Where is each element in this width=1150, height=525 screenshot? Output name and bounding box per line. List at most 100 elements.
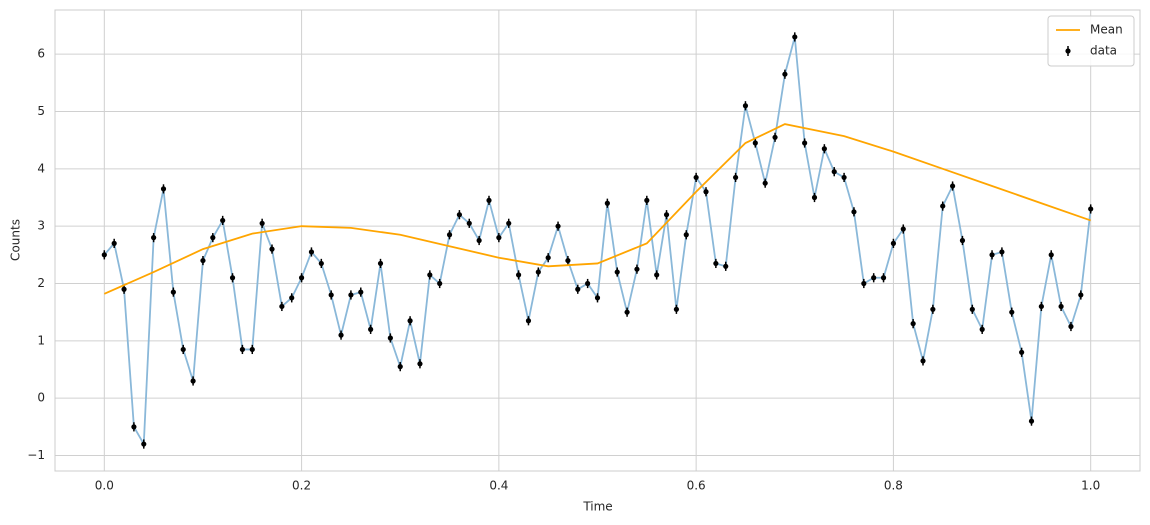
data-point xyxy=(1048,252,1054,258)
data-point xyxy=(229,275,236,281)
data-point xyxy=(476,237,482,244)
y-axis-label: Counts xyxy=(9,219,23,261)
data-point xyxy=(959,237,966,244)
data-point xyxy=(792,34,798,40)
data-point xyxy=(496,235,502,241)
data-point xyxy=(200,257,206,264)
data-point xyxy=(693,174,699,181)
y-tick-label: 3 xyxy=(37,219,45,233)
data-point xyxy=(900,226,906,232)
data-point xyxy=(220,217,226,224)
data-point xyxy=(762,180,768,186)
data-point xyxy=(624,309,630,315)
data-point xyxy=(180,346,186,353)
data-point xyxy=(940,203,946,209)
y-tick-label: −1 xyxy=(27,448,45,462)
data-point xyxy=(101,252,107,258)
data-point xyxy=(732,174,739,181)
data-point xyxy=(831,169,837,175)
data-point xyxy=(555,223,561,229)
x-tick-label: 0.2 xyxy=(292,479,311,493)
data-point xyxy=(1058,303,1064,310)
data-point xyxy=(151,235,157,241)
data-point xyxy=(239,346,246,353)
data-point xyxy=(811,194,818,201)
data-point xyxy=(594,295,601,301)
data-point xyxy=(377,260,384,267)
data-point xyxy=(871,275,877,281)
data-point xyxy=(565,257,571,264)
legend-label: data xyxy=(1090,44,1117,58)
data-point xyxy=(387,335,393,341)
data-point xyxy=(910,321,916,327)
data-point xyxy=(723,263,729,269)
data-point xyxy=(703,189,709,195)
data-point xyxy=(999,249,1005,255)
data-point xyxy=(427,272,433,278)
data-point xyxy=(279,303,285,310)
legend-label: Mean xyxy=(1090,23,1123,37)
data-point xyxy=(515,272,522,278)
data-point xyxy=(782,71,788,77)
y-tick-label: 0 xyxy=(37,391,45,405)
x-axis-label: Time xyxy=(582,500,612,514)
data-point xyxy=(160,186,167,192)
data-point xyxy=(663,212,670,218)
data-point xyxy=(1009,309,1015,315)
x-tick-label: 0.6 xyxy=(687,479,706,493)
data-point xyxy=(289,295,295,301)
x-tick-label: 0.0 xyxy=(95,479,114,493)
data-point xyxy=(407,318,413,324)
data-point xyxy=(575,286,581,292)
y-tick-label: 1 xyxy=(37,333,45,347)
data-point xyxy=(614,269,620,275)
data-point xyxy=(654,272,660,278)
data-point xyxy=(969,306,975,312)
data-point xyxy=(634,266,640,272)
data-point xyxy=(308,249,315,255)
legend-swatch xyxy=(1065,48,1071,54)
data-point xyxy=(525,318,532,324)
data-point xyxy=(486,197,492,203)
data-point xyxy=(1019,349,1025,355)
data-point xyxy=(545,255,551,261)
data-point xyxy=(338,332,344,338)
data-point xyxy=(1068,323,1074,330)
data-point xyxy=(821,146,827,152)
data-point xyxy=(802,140,808,146)
data-point xyxy=(1038,303,1044,310)
data-point xyxy=(930,306,936,312)
y-tick-label: 5 xyxy=(37,104,45,118)
plot-frame xyxy=(54,9,1141,472)
data-point xyxy=(190,378,196,384)
y-tick-label: 4 xyxy=(37,161,45,175)
x-tick-label: 0.4 xyxy=(489,479,508,493)
x-tick-label: 1.0 xyxy=(1081,479,1100,493)
data-point xyxy=(298,275,305,281)
data-point xyxy=(841,174,847,181)
data-point xyxy=(920,358,926,364)
y-tick-label: 6 xyxy=(37,47,45,61)
y-tick-label: 2 xyxy=(37,276,45,290)
data-point xyxy=(121,286,127,292)
data-point xyxy=(318,260,324,267)
data-point xyxy=(752,140,758,146)
data-point xyxy=(861,280,867,287)
data-point xyxy=(358,289,364,295)
data-point xyxy=(131,424,137,430)
data-point xyxy=(1028,418,1035,424)
data-point xyxy=(989,252,995,258)
data-point xyxy=(170,289,176,295)
data-point xyxy=(368,326,374,332)
legend-box xyxy=(1047,15,1135,67)
data-point xyxy=(772,134,778,140)
data-point xyxy=(269,246,275,252)
data-point xyxy=(890,240,897,246)
data-point xyxy=(506,220,512,226)
data-point xyxy=(1088,206,1094,212)
data-point xyxy=(348,292,354,298)
data-point xyxy=(249,346,255,353)
data-point xyxy=(141,441,147,447)
data-point xyxy=(111,240,117,246)
